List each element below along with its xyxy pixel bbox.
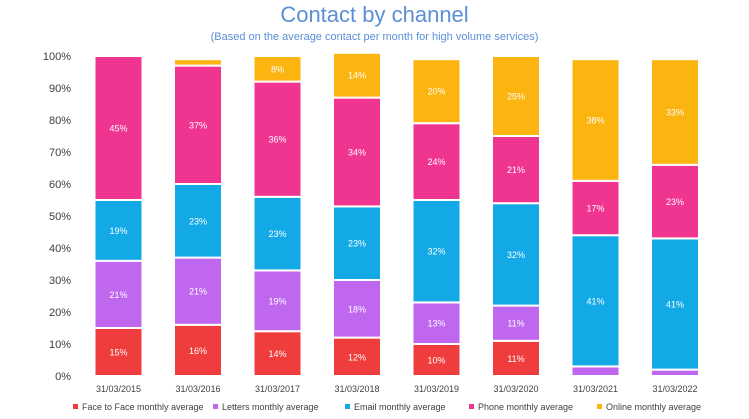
y-tick-label: 0%	[55, 371, 71, 383]
bar-segment	[173, 58, 223, 67]
legend-entry: Email monthly average	[354, 402, 446, 412]
x-tick-label: 31/03/2021	[573, 384, 618, 394]
data-label: 19%	[268, 296, 286, 306]
data-label: 11%	[507, 319, 524, 329]
data-label: 45%	[109, 124, 127, 134]
bar-segment	[411, 58, 462, 125]
y-tick-label: 50%	[49, 211, 71, 223]
chart-title: Contact by channel	[280, 2, 469, 27]
data-label: 32%	[427, 247, 445, 257]
legend-swatch	[73, 404, 78, 409]
bar-segment	[173, 323, 223, 377]
data-label: 23%	[268, 229, 286, 239]
bar-segment	[93, 199, 144, 262]
data-label: 37%	[189, 120, 207, 130]
x-tick-label: 31/03/2020	[493, 384, 538, 394]
x-tick-label: 31/03/2016	[175, 384, 220, 394]
data-label: 41%	[586, 296, 604, 306]
data-label: 8%	[271, 64, 284, 74]
bar-segment	[650, 237, 700, 371]
bar-segment	[252, 55, 303, 83]
data-label: 14%	[348, 71, 366, 81]
legend-entry: Letters monthly average	[222, 402, 319, 412]
data-label: 18%	[348, 304, 366, 314]
legend-entry: Online monthly average	[606, 402, 701, 412]
bar-segment	[411, 122, 462, 201]
chart-subtitle: (Based on the average contact per month …	[210, 31, 539, 43]
y-tick-label: 100%	[43, 51, 71, 63]
bar-segment	[411, 199, 462, 304]
x-tick-label: 31/03/2017	[255, 384, 300, 394]
data-label: 24%	[427, 157, 445, 167]
data-label: 12%	[348, 352, 366, 362]
data-label: 41%	[666, 300, 684, 310]
y-tick-label: 30%	[49, 275, 71, 287]
data-label: 33%	[666, 108, 684, 118]
data-label: 34%	[348, 148, 366, 158]
bar-segment	[252, 269, 303, 333]
x-tick-label: 31/03/2022	[652, 384, 697, 394]
data-label: 21%	[507, 165, 525, 175]
legend-swatch	[345, 404, 350, 409]
data-label: 16%	[189, 346, 207, 356]
bar-segment	[570, 58, 621, 182]
bar-segment	[173, 183, 223, 259]
data-label: 23%	[348, 239, 366, 249]
data-label: 14%	[268, 349, 286, 359]
data-label: 10%	[427, 356, 445, 366]
data-label: 21%	[109, 290, 127, 300]
data-label: 25%	[507, 92, 525, 102]
data-label: 23%	[666, 197, 684, 207]
y-tick-label: 70%	[49, 147, 71, 159]
legend-swatch	[469, 404, 474, 409]
bar-segment	[650, 163, 700, 240]
data-label: 11%	[507, 354, 524, 364]
bar-segment	[93, 55, 144, 201]
legend-entry: Face to Face monthly average	[82, 402, 204, 412]
y-tick-label: 80%	[49, 115, 71, 127]
legend-swatch	[213, 404, 218, 409]
data-label: 13%	[427, 319, 445, 329]
bar-segment	[570, 365, 621, 377]
x-tick-label: 31/03/2018	[334, 384, 379, 394]
legend-entry: Phone monthly average	[478, 402, 573, 412]
data-label: 17%	[586, 204, 604, 214]
bar-segment	[252, 330, 303, 378]
bar-segment	[491, 202, 541, 307]
y-tick-label: 40%	[49, 243, 71, 255]
bar-segment	[491, 55, 541, 137]
bar-segment	[332, 51, 382, 99]
bar-segment	[411, 343, 462, 377]
data-label: 32%	[507, 250, 525, 260]
legend-swatch	[597, 404, 602, 409]
y-tick-label: 20%	[49, 307, 71, 319]
data-label: 21%	[189, 287, 207, 297]
data-label: 19%	[109, 226, 127, 236]
data-label: 15%	[109, 348, 127, 358]
bar-segment	[650, 58, 700, 166]
y-tick-label: 10%	[49, 339, 71, 351]
data-label: 36%	[268, 135, 286, 145]
data-label: 23%	[189, 216, 207, 226]
bar-segment	[570, 234, 621, 368]
x-tick-label: 31/03/2015	[96, 384, 141, 394]
y-tick-label: 60%	[49, 179, 71, 191]
bar-segment	[332, 205, 382, 281]
bar-segment	[252, 195, 303, 272]
y-tick-label: 90%	[49, 83, 71, 95]
bar-segment	[332, 279, 382, 339]
x-tick-label: 31/03/2019	[414, 384, 459, 394]
data-label: 38%	[586, 116, 604, 126]
bar-segment	[570, 179, 621, 237]
data-label: 20%	[427, 87, 445, 97]
